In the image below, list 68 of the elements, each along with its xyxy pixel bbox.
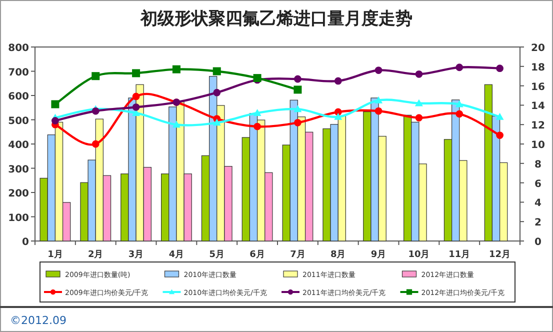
point — [496, 132, 504, 139]
point — [294, 105, 302, 112]
x-tick-label: 2月 — [88, 249, 104, 260]
point — [415, 114, 423, 122]
y-tick-label: 800 — [8, 43, 30, 54]
point — [294, 75, 302, 83]
x-tick-label: 7月 — [290, 249, 306, 260]
y-tick-label: 400 — [8, 140, 30, 151]
y-tick-label: 500 — [8, 116, 30, 127]
x-tick-label: 10月 — [408, 249, 430, 260]
point — [414, 99, 423, 106]
x-tick-label: 1月 — [48, 249, 63, 260]
y2-tick-label: 14 — [531, 101, 545, 112]
point — [254, 122, 261, 130]
point — [496, 64, 504, 72]
y2-tick-label: 12 — [531, 120, 545, 132]
y2-tick-label: 0 — [534, 237, 542, 248]
x-tick-label: 11月 — [448, 249, 470, 260]
y2-tick-label: 8 — [534, 159, 542, 170]
point — [456, 64, 464, 72]
point — [52, 117, 59, 124]
point — [294, 118, 302, 126]
point — [212, 67, 221, 76]
y-tick-label: 200 — [8, 188, 30, 200]
text: ©2012.09 — [10, 314, 66, 327]
x-tick-label: 5月 — [209, 249, 225, 260]
y-tick-label: 300 — [8, 164, 30, 176]
point — [253, 108, 262, 116]
point — [92, 140, 100, 148]
chart-title: 初级形状聚四氟乙烯进口量月度走势 — [140, 9, 412, 28]
point — [132, 69, 140, 78]
x-tick-label: 6月 — [250, 249, 265, 260]
y2-tick-label: 18 — [531, 62, 545, 74]
y-tick-label: 100 — [8, 212, 30, 224]
point — [92, 72, 100, 80]
y-tick-label: 0 — [22, 237, 30, 248]
x-tick-label: 12月 — [489, 249, 511, 260]
y2-tick-label: 4 — [534, 198, 542, 210]
point — [374, 96, 383, 104]
point — [172, 120, 180, 128]
x-tick-label: 9月 — [370, 249, 386, 260]
y2-tick-label: 10 — [531, 140, 545, 151]
point — [374, 107, 382, 115]
y2-tick-label: 6 — [534, 178, 542, 190]
point — [172, 65, 180, 74]
x-tick-label: 4月 — [168, 249, 184, 260]
point — [212, 118, 221, 126]
point — [213, 88, 221, 96]
y2-tick-label: 2 — [534, 218, 542, 229]
point — [334, 108, 342, 116]
point — [455, 100, 464, 108]
point — [132, 103, 140, 111]
point — [334, 112, 342, 120]
point — [132, 92, 140, 100]
point — [334, 77, 342, 85]
y2-tick-label: 20 — [531, 43, 545, 54]
x-tick-label: 8月 — [330, 249, 346, 260]
point — [496, 112, 504, 120]
point — [92, 107, 100, 115]
y-tick-label: 700 — [8, 67, 30, 78]
y-tick-label: 600 — [8, 92, 30, 102]
point — [294, 86, 302, 94]
point — [374, 66, 382, 74]
x-tick-label: 3月 — [128, 249, 144, 260]
y2-tick-label: 16 — [531, 82, 545, 93]
point — [415, 70, 423, 78]
point — [456, 110, 464, 118]
point — [51, 100, 60, 108]
